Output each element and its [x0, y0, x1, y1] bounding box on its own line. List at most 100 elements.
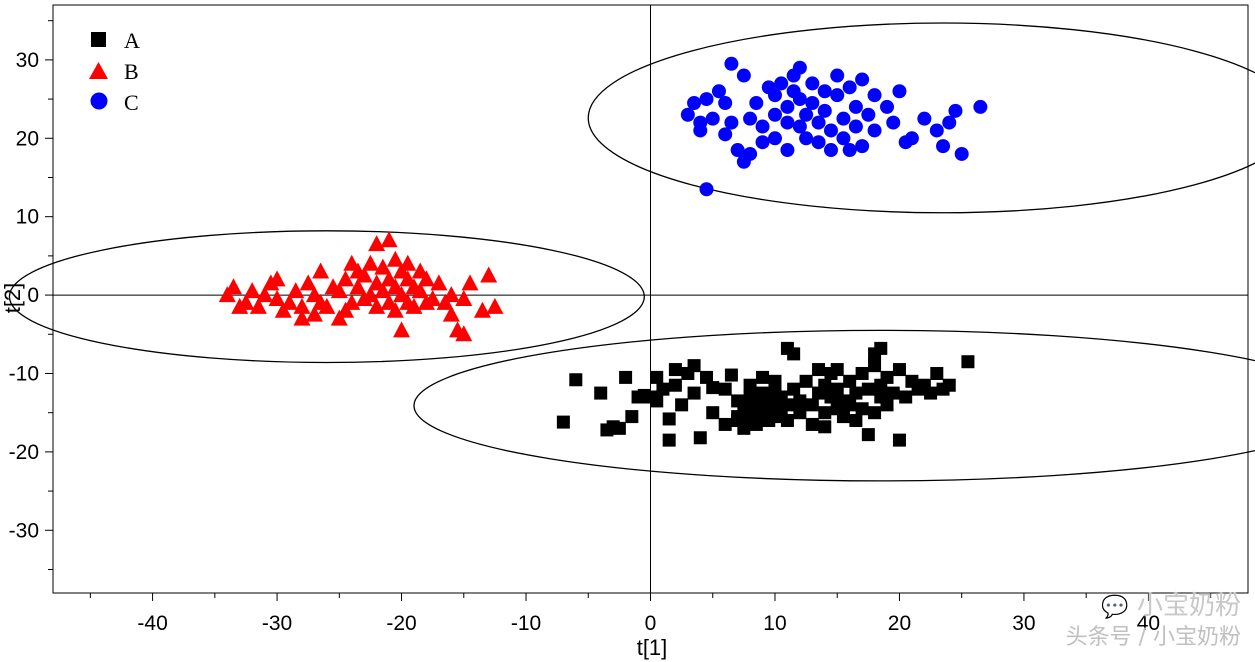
data-point: [768, 374, 782, 388]
data-point: [687, 96, 702, 110]
data-point: [711, 84, 726, 99]
data-point: [411, 282, 429, 299]
data-point: [861, 428, 875, 442]
data-point: [805, 76, 820, 91]
legend: A B C: [89, 28, 140, 115]
data-point: [486, 297, 504, 314]
y-tick-label: 10: [16, 206, 39, 229]
data-point: [293, 297, 311, 314]
data-point: [930, 366, 944, 380]
data-point: [730, 143, 745, 158]
data-point: [767, 131, 782, 146]
data-point: [799, 107, 814, 122]
y-tick-label: -30: [9, 519, 39, 542]
data-point: [805, 417, 819, 431]
legend-label-a: A: [124, 28, 140, 53]
data-point: [961, 355, 975, 369]
data-point: [361, 254, 379, 271]
data-point: [424, 290, 442, 306]
data-point: [281, 293, 299, 310]
legend-label-b: B: [124, 59, 139, 84]
data-point: [718, 96, 733, 110]
data-point: [718, 417, 732, 431]
data-point: [817, 84, 832, 99]
data-point: [830, 363, 844, 377]
data-point: [805, 96, 820, 110]
data-points: [218, 56, 988, 447]
y-tick-label: -10: [9, 362, 39, 385]
data-point: [861, 382, 875, 396]
watermark: 💬 小宝奶粉 头条号 / 小宝奶粉: [1011, 590, 1241, 652]
data-point: [842, 80, 857, 95]
legend-marker-a: [91, 32, 106, 47]
data-point: [662, 412, 676, 426]
data-point: [386, 250, 404, 267]
x-tick-label: -10: [511, 612, 541, 635]
data-point: [843, 398, 857, 412]
data-point: [793, 394, 807, 408]
series-c: [680, 56, 988, 197]
data-point: [399, 254, 417, 271]
y-tick-label: 30: [16, 49, 39, 72]
data-point: [780, 143, 795, 158]
data-point: [855, 139, 870, 154]
data-point: [662, 433, 676, 447]
data-point: [868, 406, 882, 420]
data-point: [749, 96, 764, 110]
data-point: [787, 347, 801, 361]
data-point: [743, 378, 757, 392]
data-point: [886, 386, 900, 400]
data-point: [855, 72, 870, 87]
data-point: [556, 415, 570, 429]
data-point: [455, 325, 473, 342]
y-tick-label: 20: [16, 127, 39, 150]
data-point: [237, 293, 255, 310]
data-point: [650, 394, 664, 408]
data-point: [855, 402, 869, 416]
x-tick-label: 0: [645, 612, 657, 635]
data-point: [799, 131, 814, 146]
data-point: [687, 386, 701, 400]
data-point: [823, 123, 838, 138]
data-point: [830, 88, 845, 103]
data-point: [848, 119, 863, 134]
data-point: [700, 370, 714, 384]
data-point: [868, 359, 882, 373]
data-point: [268, 290, 286, 306]
data-point: [880, 398, 894, 412]
data-point: [442, 286, 460, 303]
data-point: [836, 410, 850, 424]
ellipse-group-a: [413, 329, 1255, 482]
data-point: [811, 135, 826, 150]
data-point: [724, 56, 739, 71]
x-tick-label: 40: [1137, 612, 1160, 635]
data-point: [756, 370, 770, 384]
data-point: [954, 146, 969, 161]
data-point: [904, 131, 919, 146]
data-point: [787, 382, 801, 396]
group-ellipses: [8, 22, 1255, 482]
data-point: [755, 135, 770, 150]
data-point: [380, 231, 398, 248]
watermark-logo-line: 💬 小宝奶粉: [1011, 590, 1241, 624]
data-point: [792, 60, 807, 75]
data-point: [374, 258, 392, 275]
series-b: [218, 231, 504, 342]
x-tick-label: -40: [137, 612, 167, 635]
legend-label-c: C: [124, 90, 139, 115]
data-point: [706, 381, 720, 395]
data-point: [668, 378, 682, 392]
data-point: [924, 386, 938, 400]
data-point: [594, 386, 608, 400]
data-point: [849, 414, 863, 428]
data-point: [305, 305, 323, 322]
data-point: [792, 119, 807, 134]
data-point: [892, 363, 906, 377]
data-point: [780, 414, 794, 428]
data-point: [417, 270, 435, 287]
legend-marker-c: [90, 92, 108, 110]
data-point: [861, 107, 876, 122]
data-point: [767, 107, 782, 122]
data-point: [318, 297, 336, 314]
